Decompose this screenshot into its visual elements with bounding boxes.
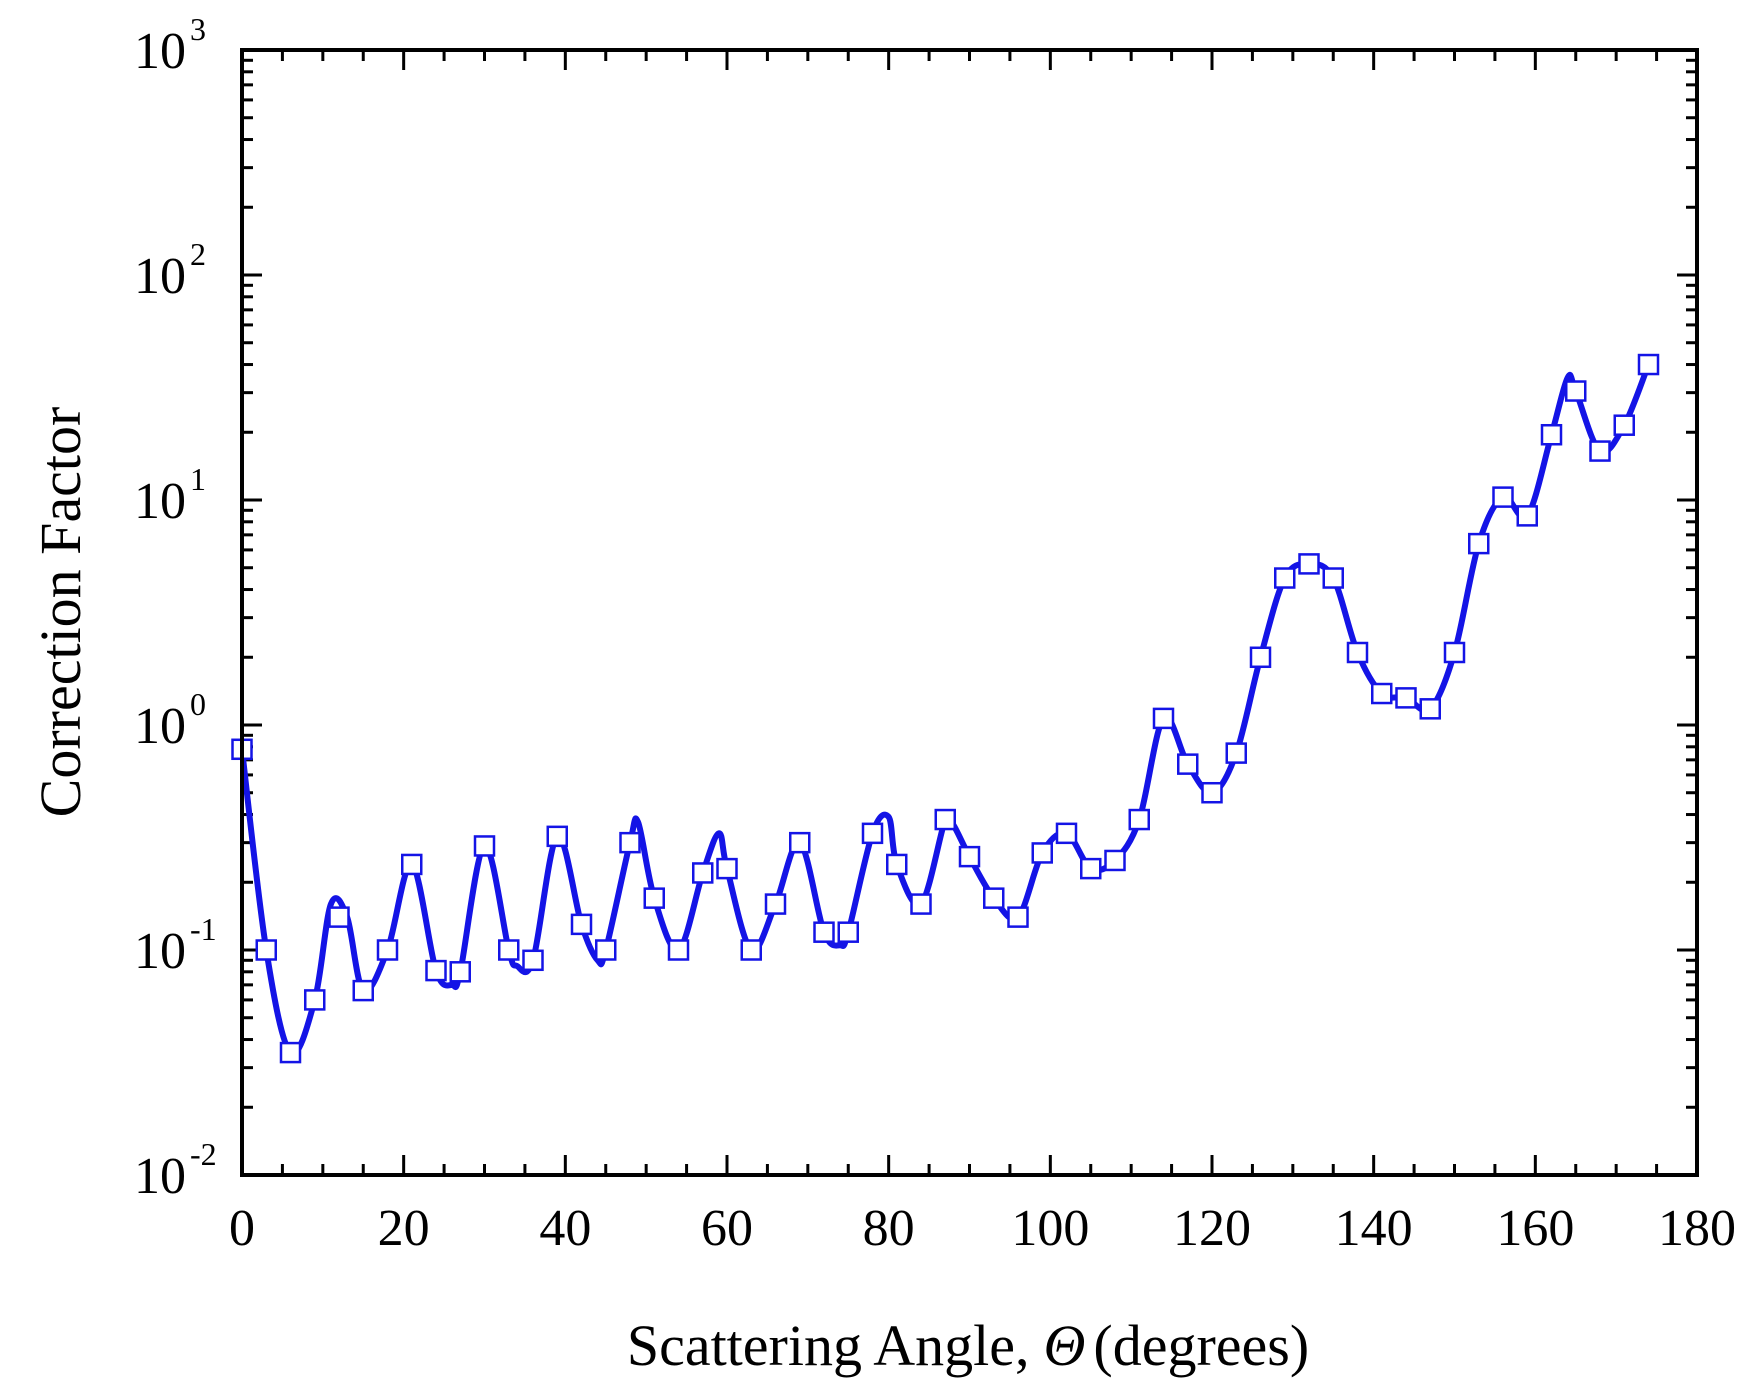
- data-point-marker: [570, 913, 593, 936]
- y-tick-label: 10: [134, 23, 186, 80]
- x-tick-label: 0: [229, 1200, 255, 1257]
- data-point-marker: [1492, 486, 1514, 508]
- data-point-marker: [910, 893, 932, 915]
- data-point-marker: [425, 959, 447, 982]
- data-point-marker: [789, 831, 811, 854]
- data-point-marker: [1613, 414, 1635, 436]
- data-point-marker: [1322, 567, 1344, 589]
- x-tick-label: 20: [378, 1200, 430, 1257]
- data-point-marker: [667, 939, 690, 961]
- x-tick-label: 120: [1173, 1200, 1251, 1257]
- x-tick-label: 80: [863, 1200, 915, 1257]
- data-point-marker: [449, 961, 471, 983]
- data-point-marker: [1177, 753, 1199, 775]
- data-point-marker: [1274, 567, 1296, 589]
- data-point-marker: [1346, 641, 1369, 664]
- data-point-marker: [1080, 857, 1102, 880]
- data-point-marker: [1249, 646, 1272, 669]
- x-tick-label: 100: [1011, 1200, 1089, 1257]
- data-point-marker: [473, 835, 496, 857]
- y-tick-exponent: 0: [190, 686, 206, 722]
- y-axis-title: Correction Factor: [28, 407, 93, 818]
- data-point-marker: [1128, 808, 1150, 831]
- data-point-marker: [1565, 380, 1587, 402]
- data-point-marker: [861, 822, 884, 845]
- data-point-marker: [1589, 440, 1611, 462]
- y-tick-exponent: 3: [190, 11, 206, 47]
- y-tick-label: 10: [134, 698, 186, 755]
- x-tick-label: 60: [701, 1200, 753, 1257]
- data-point-marker: [643, 887, 665, 909]
- data-point-marker: [304, 989, 326, 1011]
- data-point-marker: [401, 853, 423, 876]
- data-point-marker: [813, 921, 835, 943]
- data-point-marker: [716, 857, 738, 880]
- x-axis-title-unit: (degrees): [1093, 1313, 1309, 1378]
- data-point-marker: [1055, 822, 1078, 845]
- data-point-marker: [1152, 707, 1175, 730]
- data-point-marker: [1443, 641, 1466, 664]
- data-point-marker: [934, 808, 956, 831]
- y-tick-label: 10: [134, 1148, 186, 1205]
- data-point-marker: [983, 887, 1005, 909]
- data-point-marker: [376, 939, 399, 961]
- y-tick-exponent: -2: [190, 1136, 217, 1172]
- y-tick-label: 10: [134, 248, 186, 305]
- data-point-marker: [352, 979, 374, 1002]
- data-point-marker: [1371, 682, 1393, 705]
- data-point-marker: [1540, 423, 1563, 446]
- x-axis-title-main: Scattering Angle,: [627, 1313, 1030, 1378]
- data-point-marker: [546, 825, 568, 848]
- data-point-marker: [279, 1041, 302, 1064]
- data-point-marker: [886, 853, 908, 876]
- data-point-marker: [498, 939, 520, 961]
- plot-frame: [240, 48, 1699, 1177]
- data-point-marker: [1201, 781, 1223, 804]
- data-point-marker: [522, 949, 544, 972]
- x-axis-title: Scattering Angle, Θ (degrees): [627, 1313, 1309, 1378]
- y-tick-label: 10: [134, 923, 186, 980]
- data-point-marker: [1007, 906, 1029, 928]
- data-point-marker: [958, 845, 981, 868]
- x-tick-label: 160: [1496, 1200, 1574, 1257]
- x-tick-label: 140: [1335, 1200, 1413, 1257]
- data-point-marker: [1031, 842, 1053, 864]
- data-point-marker: [1419, 698, 1441, 720]
- data-point-marker: [1516, 505, 1538, 527]
- x-tick-labels: 0 20 40 60 80 100 120 140 160 180: [229, 1200, 1736, 1257]
- data-point-marker: [692, 862, 714, 884]
- data-point-marker: [837, 921, 859, 943]
- data-point-marker: [1468, 532, 1490, 555]
- y-tick-exponent: 1: [190, 461, 206, 497]
- data-point-marker: [595, 939, 617, 961]
- y-tick-exponent: -1: [190, 911, 217, 947]
- x-tick-label: 180: [1658, 1200, 1736, 1257]
- y-tick-exponent: 2: [190, 236, 206, 272]
- data-point-marker: [740, 939, 762, 961]
- x-axis-title-symbol: Θ: [1044, 1313, 1086, 1378]
- data-point-marker: [764, 893, 787, 915]
- data-point-marker: [1637, 353, 1660, 376]
- plot-markers: [231, 353, 1660, 1064]
- data-point-marker: [1104, 849, 1126, 872]
- data-point-marker: [255, 939, 277, 961]
- data-point-marker: [1298, 553, 1320, 575]
- x-tick-label: 40: [539, 1200, 591, 1257]
- data-point-marker: [1225, 742, 1247, 764]
- data-point-marker: [1395, 687, 1417, 709]
- data-point-marker: [328, 906, 350, 928]
- y-tick-label: 10: [134, 473, 186, 530]
- data-point-marker: [619, 831, 641, 854]
